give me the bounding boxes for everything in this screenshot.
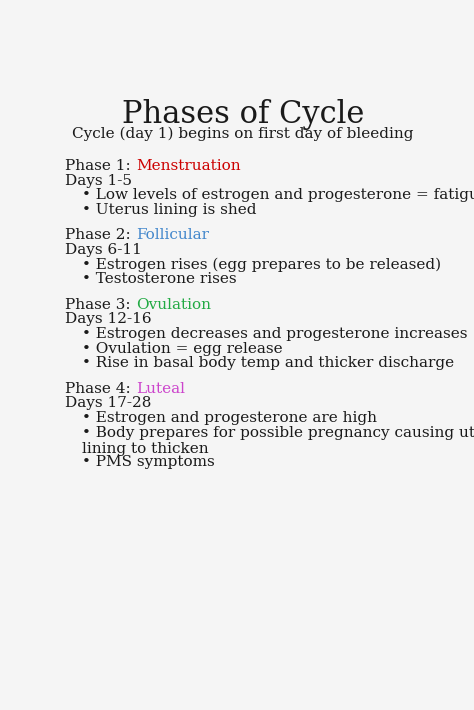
Text: Cycle (day 1) begins on first day of bleeding: Cycle (day 1) begins on first day of ble…: [72, 127, 414, 141]
Text: • Estrogen and progesterone are high: • Estrogen and progesterone are high: [82, 411, 377, 425]
Text: • PMS symptoms: • PMS symptoms: [82, 455, 215, 469]
Text: • Rise in basal body temp and thicker discharge: • Rise in basal body temp and thicker di…: [82, 356, 455, 370]
Text: • Testosterone rises: • Testosterone rises: [82, 273, 237, 286]
Text: Phase 4:: Phase 4:: [65, 382, 136, 395]
Text: • Ovulation = egg release: • Ovulation = egg release: [82, 342, 283, 356]
Text: Phase 3:: Phase 3:: [65, 297, 136, 312]
Text: Phases of Cycle: Phases of Cycle: [122, 99, 364, 130]
Text: Days 6-11: Days 6-11: [65, 243, 142, 257]
Text: Days 12-16: Days 12-16: [65, 312, 152, 327]
Text: Ovulation: Ovulation: [136, 297, 211, 312]
Text: Phase 2:: Phase 2:: [65, 229, 136, 242]
Text: Days 1-5: Days 1-5: [65, 174, 132, 187]
Text: • Body prepares for possible pregnancy causing uterus
lining to thicken: • Body prepares for possible pregnancy c…: [82, 425, 474, 456]
Text: Phase 1:: Phase 1:: [65, 159, 136, 173]
Text: • Uterus lining is shed: • Uterus lining is shed: [82, 203, 257, 217]
Text: Follicular: Follicular: [136, 229, 209, 242]
Text: Menstruation: Menstruation: [136, 159, 241, 173]
Text: Days 17-28: Days 17-28: [65, 396, 152, 410]
Text: • Estrogen decreases and progesterone increases: • Estrogen decreases and progesterone in…: [82, 327, 468, 341]
Text: Luteal: Luteal: [136, 382, 185, 395]
Text: • Low levels of estrogen and progesterone = fatigue: • Low levels of estrogen and progesteron…: [82, 188, 474, 202]
Text: • Estrogen rises (egg prepares to be released): • Estrogen rises (egg prepares to be rel…: [82, 258, 442, 272]
